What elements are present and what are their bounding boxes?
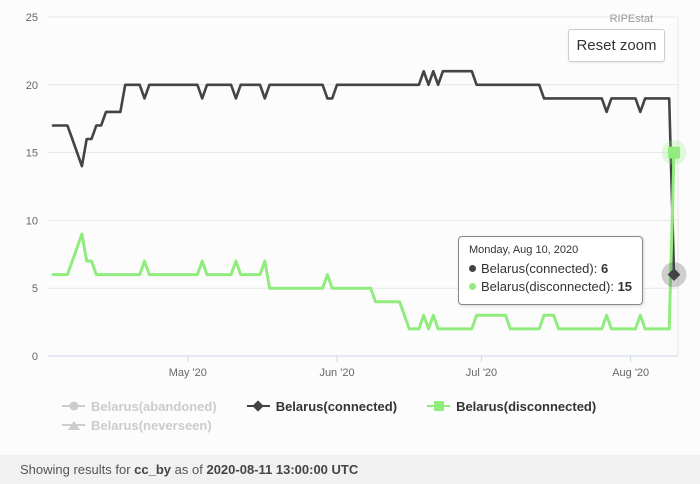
reset-zoom-button[interactable]: Reset zoom (568, 29, 665, 62)
ripestat-watermark: RIPEstat (609, 13, 653, 25)
series-line-Belarus(disconnected)[interactable] (51, 151, 676, 331)
legend-label: Belarus(connected) (275, 398, 398, 414)
status-middle: as of (171, 462, 207, 477)
legend-label: Belarus(neverseen) (91, 417, 212, 433)
status-prefix: Showing results for (20, 462, 135, 477)
square-marker-icon (427, 400, 451, 412)
chart-plot-area[interactable]: 0 5 10 15 20 25 May '20 Jun '20 Jul '20 Aug '20 (0, 0, 700, 392)
diamond-marker-icon (246, 400, 270, 412)
y-axis-label: 10 (26, 215, 38, 227)
y-axis-label: 15 (26, 148, 38, 160)
series-line-Belarus(connected)[interactable] (51, 69, 676, 276)
circle-marker-icon (62, 400, 85, 412)
y-axis-label: 0 (32, 351, 38, 363)
status-timestamp: 2020-08-11 13:00:00 UTC (206, 462, 359, 477)
x-axis-label: Jul '20 (466, 367, 497, 379)
legend-item-connected[interactable]: Belarus(connected) (246, 398, 398, 414)
legend-item-neverseen[interactable]: Belarus(neverseen) (62, 417, 212, 433)
x-axis-label: Aug '20 (612, 367, 649, 379)
x-axis-label: May '20 (169, 367, 207, 379)
chart-legend: Belarus(abandoned) Belarus(connected) Be… (62, 398, 628, 433)
x-axis-label: Jun '20 (319, 367, 354, 379)
legend-item-abandoned[interactable]: Belarus(abandoned) (62, 398, 217, 414)
y-axis-label: 20 (26, 80, 38, 92)
legend-label: Belarus(abandoned) (91, 398, 217, 414)
status-bar: Showing results for cc_by as of 2020-08-… (0, 455, 700, 484)
last-point-square-marker[interactable] (668, 146, 680, 159)
y-axis-label: 25 (26, 12, 38, 24)
status-resource: cc_by (134, 462, 172, 477)
legend-label: Belarus(disconnected) (456, 398, 597, 414)
legend-item-disconnected[interactable]: Belarus(disconnected) (427, 398, 596, 414)
y-axis-label: 5 (32, 283, 38, 295)
triangle-marker-icon (62, 419, 85, 431)
